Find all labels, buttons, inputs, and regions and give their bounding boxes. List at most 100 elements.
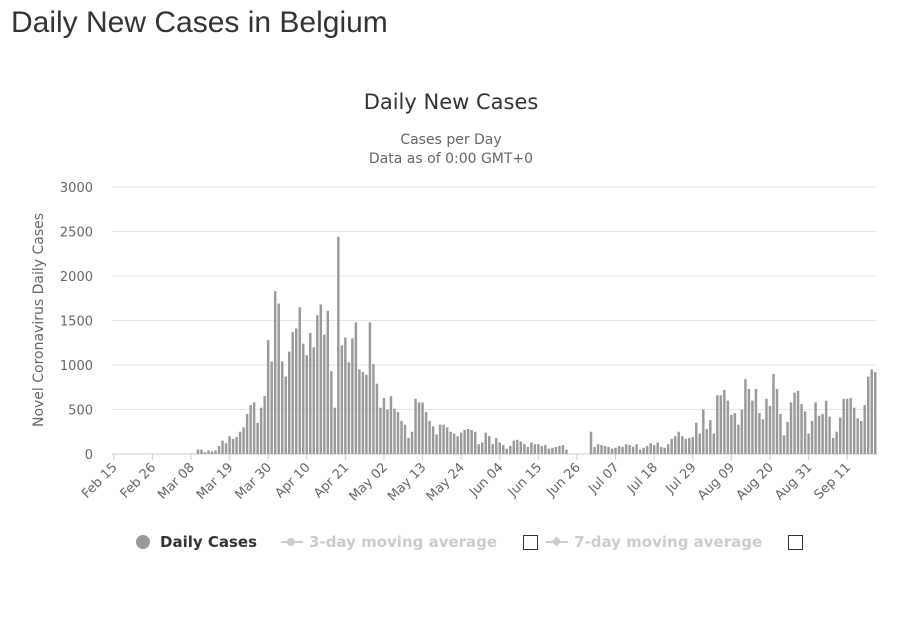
bar[interactable] bbox=[842, 398, 845, 454]
bar[interactable] bbox=[659, 446, 663, 454]
bar[interactable] bbox=[824, 400, 828, 454]
bar[interactable] bbox=[509, 445, 512, 454]
bar[interactable] bbox=[365, 374, 368, 454]
bar[interactable] bbox=[814, 402, 817, 454]
bar[interactable] bbox=[354, 322, 358, 454]
bar[interactable] bbox=[796, 390, 800, 454]
bar[interactable] bbox=[516, 439, 519, 454]
bar[interactable] bbox=[242, 427, 245, 454]
bar[interactable] bbox=[309, 332, 312, 454]
bar[interactable] bbox=[789, 402, 793, 454]
bar[interactable] bbox=[523, 444, 526, 454]
bar[interactable] bbox=[344, 337, 347, 454]
bar[interactable] bbox=[779, 413, 782, 454]
bar[interactable] bbox=[870, 369, 873, 454]
bar[interactable] bbox=[347, 362, 351, 454]
bar[interactable] bbox=[733, 413, 737, 454]
bar[interactable] bbox=[856, 418, 859, 454]
bar[interactable] bbox=[410, 431, 414, 454]
bar[interactable] bbox=[775, 389, 779, 454]
bar[interactable] bbox=[835, 431, 838, 454]
bar[interactable] bbox=[477, 444, 480, 454]
bar[interactable] bbox=[519, 441, 523, 454]
bar[interactable] bbox=[277, 303, 280, 454]
bar[interactable] bbox=[428, 421, 431, 454]
bar[interactable] bbox=[565, 449, 568, 454]
bar[interactable] bbox=[726, 400, 730, 454]
bar[interactable] bbox=[358, 369, 361, 454]
bar[interactable] bbox=[754, 389, 758, 454]
bar[interactable] bbox=[558, 445, 561, 454]
bar[interactable] bbox=[319, 304, 323, 454]
3-day-average-checkbox[interactable] bbox=[523, 534, 539, 550]
bar[interactable] bbox=[747, 389, 751, 454]
bar[interactable] bbox=[340, 345, 344, 454]
bar[interactable] bbox=[389, 396, 393, 454]
bar[interactable] bbox=[852, 407, 856, 454]
bar[interactable] bbox=[666, 444, 670, 454]
bar[interactable] bbox=[821, 413, 824, 454]
bar[interactable] bbox=[593, 446, 596, 454]
bar[interactable] bbox=[642, 447, 645, 454]
bar[interactable] bbox=[828, 416, 831, 454]
bar[interactable] bbox=[414, 398, 417, 454]
bar[interactable] bbox=[607, 446, 610, 454]
bar[interactable] bbox=[203, 452, 207, 454]
bar[interactable] bbox=[589, 431, 593, 454]
bar[interactable] bbox=[196, 449, 200, 454]
bar[interactable] bbox=[645, 445, 649, 454]
bar[interactable] bbox=[372, 364, 375, 454]
bar[interactable] bbox=[793, 392, 796, 454]
bar[interactable] bbox=[859, 421, 863, 454]
bar[interactable] bbox=[540, 445, 544, 454]
bar[interactable] bbox=[740, 409, 744, 455]
bar[interactable] bbox=[624, 444, 628, 454]
bar[interactable] bbox=[716, 395, 719, 454]
bar[interactable] bbox=[259, 407, 263, 454]
bar[interactable] bbox=[874, 372, 877, 454]
bar[interactable] bbox=[480, 442, 484, 454]
bar[interactable] bbox=[709, 420, 712, 454]
bar[interactable] bbox=[442, 424, 445, 454]
bar[interactable] bbox=[312, 347, 316, 454]
bar[interactable] bbox=[782, 435, 786, 454]
bar[interactable] bbox=[452, 433, 456, 454]
bar[interactable] bbox=[831, 437, 835, 454]
bar[interactable] bbox=[245, 413, 249, 454]
bar[interactable] bbox=[614, 447, 617, 454]
bar[interactable] bbox=[803, 411, 807, 454]
bar[interactable] bbox=[435, 434, 438, 454]
bar[interactable] bbox=[537, 444, 540, 454]
bar[interactable] bbox=[280, 361, 284, 454]
bar[interactable] bbox=[603, 445, 607, 454]
bar[interactable] bbox=[463, 429, 466, 454]
bar[interactable] bbox=[214, 450, 217, 454]
bar[interactable] bbox=[473, 431, 477, 454]
bar[interactable] bbox=[688, 437, 691, 454]
bar[interactable] bbox=[298, 307, 301, 454]
bar[interactable] bbox=[652, 445, 656, 454]
bar[interactable] bbox=[431, 426, 435, 454]
bar[interactable] bbox=[502, 445, 505, 454]
bar[interactable] bbox=[867, 376, 870, 454]
bar[interactable] bbox=[530, 442, 533, 454]
bar[interactable] bbox=[512, 440, 516, 454]
bar[interactable] bbox=[224, 443, 228, 454]
bar[interactable] bbox=[228, 436, 231, 454]
bar[interactable] bbox=[287, 351, 291, 454]
bar[interactable] bbox=[470, 429, 473, 454]
bar[interactable] bbox=[631, 446, 635, 454]
bar[interactable] bbox=[617, 445, 621, 454]
bar[interactable] bbox=[424, 412, 428, 454]
bar[interactable] bbox=[673, 436, 677, 454]
bar[interactable] bbox=[417, 402, 421, 454]
bar[interactable] bbox=[207, 450, 210, 454]
bar[interactable] bbox=[677, 431, 680, 454]
bar[interactable] bbox=[561, 445, 565, 454]
bar[interactable] bbox=[600, 445, 603, 454]
bar[interactable] bbox=[323, 334, 326, 454]
bar[interactable] bbox=[712, 433, 716, 454]
bar[interactable] bbox=[407, 437, 410, 454]
bar[interactable] bbox=[421, 402, 424, 454]
bar[interactable] bbox=[238, 431, 242, 454]
